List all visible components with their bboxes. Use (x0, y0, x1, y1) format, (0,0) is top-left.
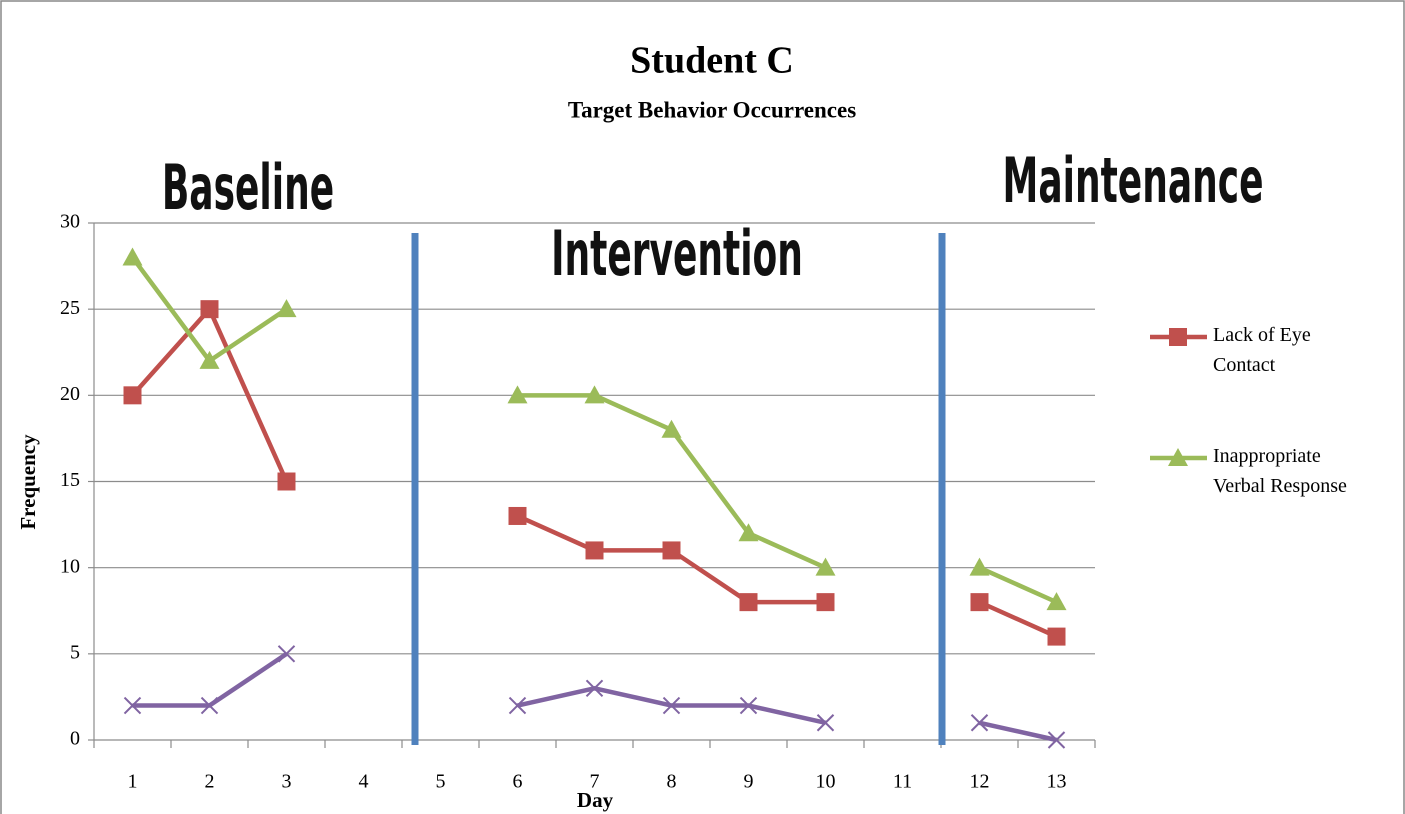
marker (970, 714, 989, 732)
legend-label: Inappropriate Verbal Response (1213, 445, 1347, 497)
marker (123, 386, 142, 405)
marker (739, 696, 758, 715)
y-tick-label: 20 (60, 383, 80, 405)
marker (585, 541, 604, 560)
x-tick-label: 13 (1047, 771, 1067, 793)
x-tick-label: 4 (359, 771, 369, 793)
y-tick-label: 25 (60, 297, 80, 319)
marker (969, 557, 990, 576)
x-tick-label: 7 (590, 771, 600, 793)
legend-label: Lack of Eye Contact (1213, 324, 1311, 376)
marker (816, 593, 835, 612)
y-tick-label: 15 (60, 469, 80, 491)
phase-label: Intervention (551, 219, 803, 291)
marker (508, 506, 527, 525)
series-line (130, 306, 1058, 639)
marker (507, 385, 528, 404)
marker (122, 247, 143, 266)
series-line (132, 651, 1057, 743)
marker (585, 679, 604, 698)
x-tick-label: 9 (744, 771, 754, 793)
marker (739, 593, 758, 612)
y-tick-label: 10 (60, 555, 80, 577)
marker (816, 714, 835, 732)
marker (661, 419, 682, 438)
x-tick-label: 2 (205, 771, 215, 793)
marker (662, 541, 681, 560)
x-tick-label: 1 (128, 771, 138, 793)
marker (508, 696, 527, 715)
marker (1168, 448, 1188, 466)
chart-title: Student C (630, 40, 794, 82)
marker (277, 645, 296, 663)
x-tick-label: 3 (282, 771, 292, 793)
x-tick-label: 11 (893, 771, 912, 793)
phase-label: Maintenance (1002, 146, 1263, 218)
x-axis-label: Day (577, 788, 614, 812)
phase-label: Baseline (162, 153, 334, 225)
x-tick-label: 8 (667, 771, 677, 793)
y-axis-label: Frequency (16, 434, 40, 530)
marker (1047, 627, 1066, 646)
marker (662, 696, 681, 715)
marker (200, 300, 219, 319)
marker (123, 696, 142, 715)
y-tick-label: 30 (60, 211, 80, 233)
marker (1169, 328, 1187, 346)
x-tick-label: 10 (816, 771, 836, 793)
marker (584, 385, 605, 404)
marker (815, 557, 836, 576)
chart-subtitle: Target Behavior Occurrences (568, 97, 856, 122)
marker (276, 299, 297, 318)
marker (1047, 731, 1066, 749)
y-tick-label: 0 (70, 728, 80, 750)
marker (199, 350, 220, 369)
marker (1046, 592, 1067, 611)
y-tick-label: 5 (70, 641, 80, 663)
marker (970, 593, 989, 612)
x-tick-label: 5 (436, 771, 446, 793)
marker (738, 523, 759, 542)
marker (200, 696, 219, 715)
x-tick-label: 12 (970, 771, 990, 793)
x-tick-label: 6 (513, 771, 523, 793)
marker (277, 472, 296, 491)
